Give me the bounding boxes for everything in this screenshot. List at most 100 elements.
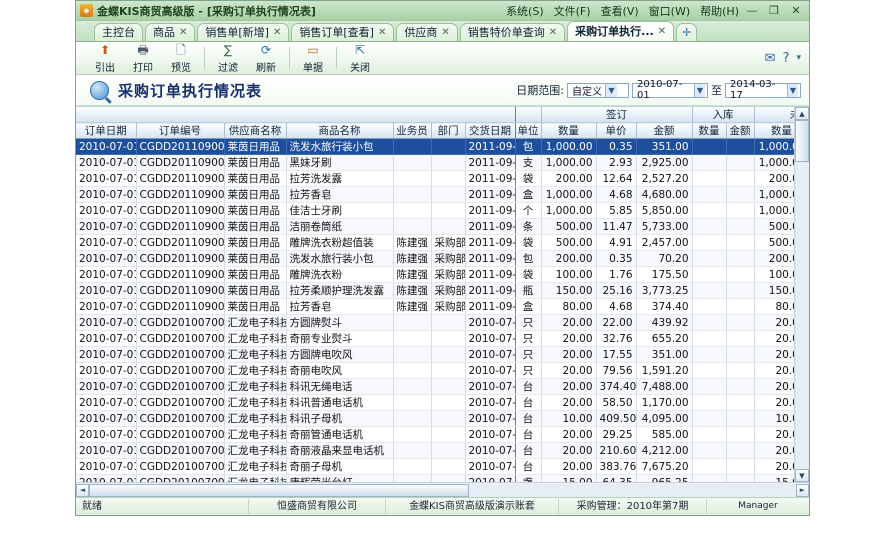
cell-单位: 个 [515,202,542,219]
cell-供应商名称: 汇龙电子科技 [224,346,287,363]
cell-订单日期: 2010-07-01 [76,138,137,155]
tab-close-icon[interactable]: ✕ [441,27,450,38]
table-row[interactable]: 2010-07-01CGDD20110900001莱茵日用品雕牌洗衣粉陈建强采购… [76,266,794,283]
date-mode-select[interactable]: 自定义 ▼ [567,82,629,98]
tab-supplier[interactable]: 供应商 ✕ [396,23,458,41]
tab-close-icon[interactable]: ✕ [272,27,282,38]
vscroll-thumb[interactable] [795,120,809,162]
column-header-2[interactable]: 供应商名称 [224,122,287,139]
column-header-11[interactable]: 数量 [692,122,727,139]
end-date-select[interactable]: 2014-03-17 ▼ [725,79,801,101]
cell-业务员: 陈建强 [393,266,432,283]
toolbar-button-filter[interactable]: ∑ 过滤 [209,43,247,74]
table-row[interactable]: 2010-07-01CGDD20110900002莱茵日用品洗发水旅行装小包 20… [76,138,794,155]
column-header-9[interactable]: 单价 [596,122,637,139]
table-row[interactable]: 2010-07-01CGDD20100700015汇龙电子科技科讯无绳电话 201… [76,378,794,395]
column-header-12[interactable]: 金额 [726,122,755,139]
horizontal-scrollbar[interactable]: ◄ ► [76,482,809,497]
tab-console[interactable]: 主控台 [94,23,143,41]
toolbar-button-close[interactable]: ⇱ 关闭 [341,43,379,74]
table-row[interactable]: 2010-07-01CGDD20100700015汇龙电子科技奇丽电吹风 2010… [76,362,794,379]
minimize-icon[interactable]: — [746,4,758,17]
column-header-0[interactable]: 订单日期 [76,122,137,139]
message-icon[interactable]: ✉ [764,50,776,66]
table-row[interactable]: 2010-07-01CGDD20100700015汇龙电子科技康辉荧光台灯 201… [76,474,794,482]
tab-special-price-query[interactable]: 销售特价单查询 ✕ [459,23,566,41]
report-grid[interactable]: 签订入库未入库 订单日期订单编号供应商名称商品名称业务员部门交货日期单位数量单价… [76,107,794,482]
cell-部门 [431,218,466,235]
cell-单价: 79.56 [596,362,637,379]
cell-商品名称: 黑妹牙刷 [286,154,394,171]
column-header-1[interactable]: 订单编号 [136,122,225,139]
column-header-5[interactable]: 部门 [431,122,466,139]
cell-数量 [692,170,727,187]
column-header-6[interactable]: 交货日期 [465,122,516,139]
menu-item-help[interactable]: 帮助(H) [700,4,739,18]
vertical-scrollbar[interactable]: ▲ ▼ [794,107,809,482]
scroll-right-button[interactable]: ► [796,483,809,497]
cell-单价: 4.68 [596,186,637,203]
table-row[interactable]: 2010-07-01CGDD20110900002莱茵日用品黑妹牙刷 2011-0… [76,154,794,171]
cell-金额: 4,680.00 [636,186,693,203]
cell-供应商名称: 汇龙电子科技 [224,474,287,482]
table-row[interactable]: 2010-07-01CGDD20110900002莱茵日用品洁丽卷筒纸 2011-… [76,218,794,235]
cell-商品名称: 方圆牌熨斗 [286,314,394,331]
table-row[interactable]: 2010-07-01CGDD20110900001莱茵日用品洗发水旅行装小包陈建… [76,250,794,267]
chevron-down-icon: ▼ [693,83,705,97]
add-tab-button[interactable]: ✛ [676,23,698,41]
menu-item-system[interactable]: 系统(S) [506,4,544,18]
menu-item-window[interactable]: 窗口(W) [648,4,691,18]
table-row[interactable]: 2010-07-01CGDD20100700015汇龙电子科技奇丽专业熨斗 201… [76,330,794,347]
table-row[interactable]: 2010-07-01CGDD20110900002莱茵日用品拉芳洗发露 2011-… [76,170,794,187]
cell-金额 [726,314,755,331]
tab-close-icon[interactable]: ✕ [657,26,667,37]
chevron-down-icon[interactable]: ▾ [796,53,801,63]
tab-close-icon[interactable]: ✕ [548,27,558,38]
table-row[interactable]: 2010-07-01CGDD20100700015汇龙电子科技科讯子母机 2010… [76,410,794,427]
close-icon[interactable]: ✕ [791,4,801,17]
toolbar-button-preview[interactable]: 🗋 预览 [162,43,200,74]
tab-close-icon[interactable]: ✕ [179,27,188,38]
table-row[interactable]: 2010-07-01CGDD20100700015汇龙电子科技奇丽子母机 2010… [76,458,794,475]
help-circle-icon[interactable]: ? [782,50,790,66]
maximize-icon[interactable]: ❐ [769,4,779,17]
vscroll-track[interactable] [795,120,809,469]
column-header-8[interactable]: 数量 [541,122,597,139]
tab-close-icon[interactable]: ✕ [377,27,387,38]
cell-订单日期: 2010-07-01 [76,378,137,395]
cell-单价: 374.40 [596,378,637,395]
table-row[interactable]: 2010-07-01CGDD20110900002莱茵日用品佳洁士牙刷 2011-… [76,202,794,219]
column-header-4[interactable]: 业务员 [393,122,432,139]
toolbar-button-export[interactable]: ⬆ 引出 [86,43,124,74]
toolbar-button-document[interactable]: ▭ 单据 [294,43,332,74]
menu-item-view[interactable]: 查看(V) [600,4,639,18]
hscroll-track[interactable] [89,483,796,497]
column-header-13[interactable]: 数量 [754,122,794,139]
column-header-10[interactable]: 金额 [636,122,693,139]
column-header-7[interactable]: 单位 [515,122,542,139]
cell-单位: 盒 [515,186,542,203]
tab-sales-order-view[interactable]: 销售订单[查看] ✕ [291,23,395,41]
toolbar-button-refresh[interactable]: ⟳ 刷新 [247,43,285,74]
tab-products[interactable]: 商品 ✕ [145,23,196,41]
table-row[interactable]: 2010-07-01CGDD20110900001莱茵日用品拉芳柔顺护理洗发露陈… [76,282,794,299]
table-row[interactable]: 2010-07-01CGDD20100700015汇龙电子科技奇丽管通电话机 20… [76,426,794,443]
toolbar-button-print[interactable]: 🖶 打印 [124,43,162,74]
table-row[interactable]: 2010-07-01CGDD20110900001莱茵日用品拉芳香皂陈建强采购部… [76,298,794,315]
table-row[interactable]: 2010-07-01CGDD20110900002莱茵日用品拉芳香皂 2011-0… [76,186,794,203]
start-date-select[interactable]: 2010-07-01 ▼ [632,79,708,101]
tab-sales-order-new[interactable]: 销售单[新增] ✕ [197,23,290,41]
table-row[interactable]: 2010-07-01CGDD20100700015汇龙电子科技科讯普通电话机 20… [76,394,794,411]
menu-item-file[interactable]: 文件(F) [553,4,591,18]
table-row[interactable]: 2010-07-01CGDD20100700015汇龙电子科技奇丽液晶来显电话机… [76,442,794,459]
scroll-up-button[interactable]: ▲ [795,107,809,120]
table-row[interactable]: 2010-07-01CGDD20110900001莱茵日用品雕牌洗衣粉超值装陈建… [76,234,794,251]
scroll-down-button[interactable]: ▼ [795,469,809,482]
cell-供应商名称: 汇龙电子科技 [224,362,287,379]
column-header-3[interactable]: 商品名称 [286,122,394,139]
table-row[interactable]: 2010-07-01CGDD20100700015汇龙电子科技方圆牌熨斗 2010… [76,314,794,331]
table-row[interactable]: 2010-07-01CGDD20100700015汇龙电子科技方圆牌电吹风 201… [76,346,794,363]
tab-purchase-order-execution[interactable]: 采购订单执行... ✕ [567,21,675,41]
scroll-left-button[interactable]: ◄ [76,483,89,497]
hscroll-thumb[interactable] [89,483,469,497]
